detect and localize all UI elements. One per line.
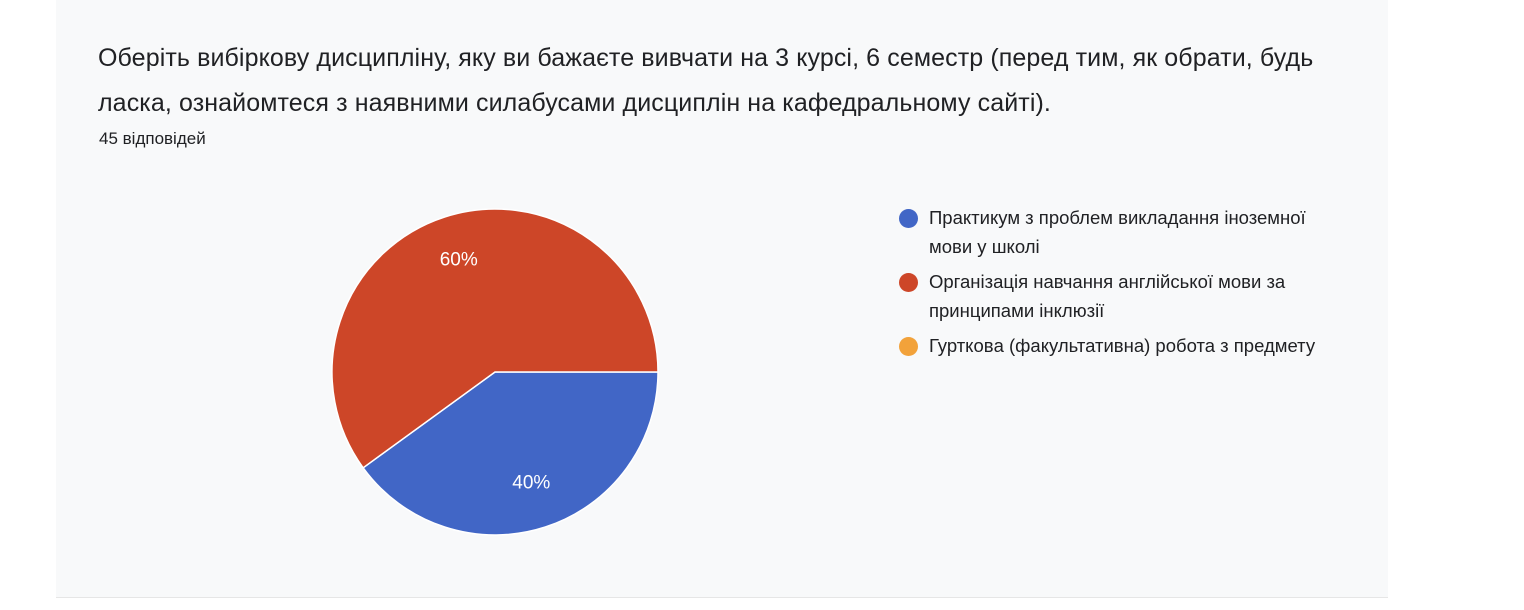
legend-item[interactable]: Практикум з проблем викладання іноземної… bbox=[899, 203, 1339, 261]
response-count: 45 відповідей bbox=[99, 129, 206, 148]
legend-label: Практикум з проблем викладання іноземної… bbox=[929, 207, 1306, 257]
chart-card bbox=[56, 0, 1388, 598]
legend-label: Гуртковa (факультативна) робота з предме… bbox=[929, 335, 1316, 356]
legend-swatch-icon bbox=[899, 337, 918, 356]
question-title: Оберіть вибіркову дисципліну, яку ви баж… bbox=[98, 44, 1314, 117]
chart-legend: Практикум з проблем викладання іноземної… bbox=[899, 203, 1339, 366]
legend-label: Організація навчання англійської мови за… bbox=[929, 271, 1286, 321]
pie-slice[interactable] bbox=[331, 208, 659, 469]
legend-item[interactable]: Організація навчання англійської мови за… bbox=[899, 267, 1339, 325]
legend-swatch-icon bbox=[899, 273, 918, 292]
pie-slice[interactable] bbox=[362, 371, 659, 536]
pie-chart: 40% 60% bbox=[331, 208, 659, 536]
slice-label: 60% bbox=[440, 249, 478, 270]
slice-label: 40% bbox=[512, 473, 550, 494]
legend-swatch-icon bbox=[899, 209, 918, 228]
legend-item[interactable]: Гуртковa (факультативна) робота з предме… bbox=[899, 331, 1339, 360]
